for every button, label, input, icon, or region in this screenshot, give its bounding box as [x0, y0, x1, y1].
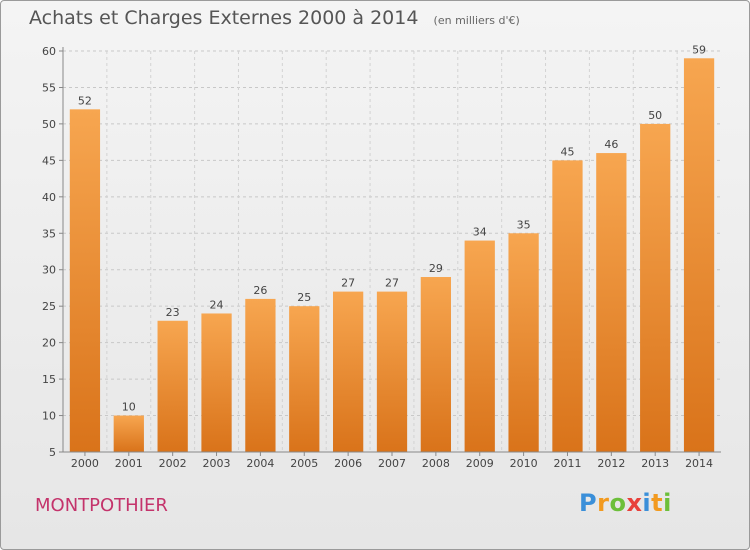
x-tick-label: 2011 — [553, 457, 581, 470]
x-tick-label: 2008 — [422, 457, 450, 470]
value-label: 45 — [560, 145, 574, 158]
x-tick-label: 2006 — [334, 457, 362, 470]
x-tick-label: 2014 — [685, 457, 713, 470]
value-label: 29 — [429, 262, 443, 275]
value-label: 50 — [648, 109, 662, 122]
value-label: 25 — [297, 291, 311, 304]
x-tick-label: 2002 — [159, 457, 187, 470]
value-label: 34 — [473, 226, 487, 239]
bar-2010 — [508, 233, 539, 452]
logo-letter: i — [642, 489, 652, 517]
x-tick-label: 2013 — [641, 457, 669, 470]
bar-2007 — [376, 291, 408, 452]
bar-2004 — [245, 298, 276, 452]
bar-2003 — [201, 313, 232, 452]
value-label: 23 — [166, 306, 180, 319]
bar-2008 — [420, 277, 452, 452]
chart-title: Achats et Charges Externes 2000 à 2014 — [29, 7, 419, 29]
value-label: 27 — [341, 277, 355, 290]
logo-letter: i — [663, 489, 672, 517]
x-tick-label: 2000 — [71, 457, 99, 470]
value-label: 27 — [385, 277, 399, 290]
value-label: 10 — [122, 401, 136, 414]
logo-letter: r — [597, 489, 610, 517]
logo-letter: x — [626, 489, 643, 517]
x-tick-label: 2009 — [466, 457, 494, 470]
chart-title-block: Achats et Charges Externes 2000 à 2014 (… — [29, 7, 520, 29]
value-label: 24 — [210, 298, 224, 311]
y-tick-label: 5 — [49, 446, 56, 459]
value-label: 52 — [78, 94, 92, 107]
bar-2013 — [640, 123, 671, 452]
x-tick-label: 2007 — [378, 457, 406, 470]
commune-name: MONTPOTHIER — [35, 495, 168, 516]
y-tick-label: 55 — [42, 81, 56, 94]
axis-layer: 5 10 15 20 25 30 35 40 45 50 55 60 2000 2001 2002 2003 2… — [42, 45, 721, 470]
y-tick-label: 50 — [42, 118, 56, 131]
y-tick-label: 25 — [42, 300, 56, 313]
bars-layer: 52 10 23 24 26 25 27 27 29 34 35 45 46 50 59 — [69, 43, 715, 453]
y-tick-label: 30 — [42, 264, 56, 277]
bar-2002 — [157, 320, 188, 452]
y-tick-label: 35 — [42, 227, 56, 240]
bar-2009 — [464, 240, 495, 452]
logo-letter: t — [651, 489, 664, 517]
bar-2012 — [596, 153, 627, 452]
chart-subtitle: (en milliers d'€) — [433, 14, 520, 27]
proxiti-logo[interactable]: Proxiti — [579, 489, 672, 517]
value-label: 26 — [253, 284, 267, 297]
y-tick-label: 60 — [42, 45, 56, 58]
logo-letter: o — [609, 489, 627, 517]
bar-2001 — [113, 415, 144, 452]
value-label: 59 — [692, 43, 706, 56]
y-tick-label: 45 — [42, 154, 56, 167]
y-tick-label: 40 — [42, 191, 56, 204]
y-tick-label: 20 — [42, 337, 56, 350]
value-label: 35 — [517, 218, 531, 231]
bar-2006 — [332, 291, 364, 452]
value-label: 46 — [604, 138, 618, 151]
y-tick-label: 15 — [42, 373, 56, 386]
x-tick-label: 2001 — [115, 457, 143, 470]
x-tick-label: 2004 — [246, 457, 274, 470]
x-tick-label: 2010 — [510, 457, 538, 470]
logo-letter: P — [579, 489, 598, 517]
bar-2011 — [552, 160, 583, 452]
bar-2014 — [683, 58, 715, 453]
bar-2000 — [69, 109, 101, 452]
x-tick-label: 2003 — [203, 457, 231, 470]
y-tick-label: 10 — [42, 410, 56, 423]
bar-2005 — [289, 306, 320, 452]
x-tick-label: 2005 — [290, 457, 318, 470]
x-tick-label: 2012 — [597, 457, 625, 470]
